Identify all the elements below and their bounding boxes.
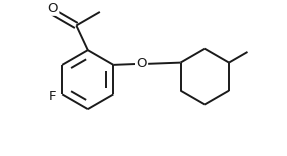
Text: O: O [48, 2, 58, 15]
Text: F: F [49, 90, 56, 103]
Text: O: O [136, 57, 147, 70]
